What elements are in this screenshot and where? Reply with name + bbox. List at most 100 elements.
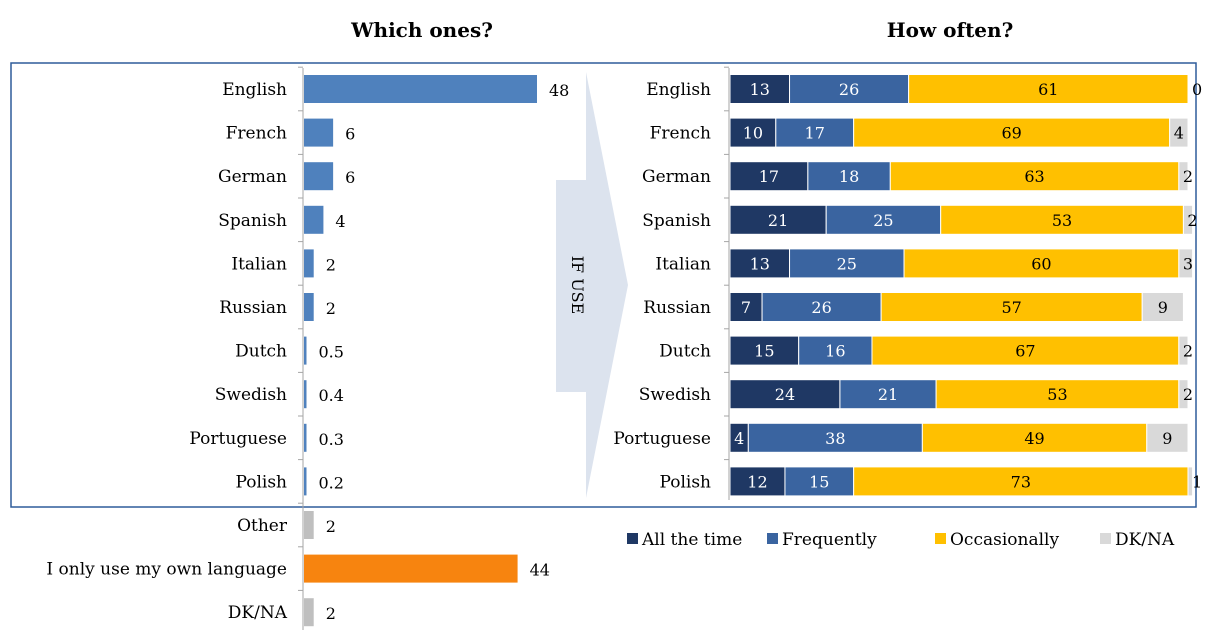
panel-frame	[10, 62, 1197, 508]
segment-label-english-all-the-time: 13	[750, 80, 770, 99]
category-label-swedish: Swedish	[215, 385, 287, 405]
value-label-dutch: 0.5	[319, 343, 344, 362]
segment-label-polish-frequently: 15	[809, 472, 829, 491]
value-label-spanish: 4	[335, 212, 345, 231]
category-label-dk-na: DK/NA	[228, 603, 288, 623]
segment-label-english-dk-na: 0	[1192, 80, 1202, 99]
segment-label-dutch-occasionally: 67	[1015, 342, 1035, 361]
segment-french-occasionally	[853, 117, 1171, 148]
segment-label-swedish-all-the-time: 24	[775, 385, 795, 404]
segment-label-spanish-frequently: 25	[873, 211, 893, 230]
segment-polish-all-the-time	[729, 466, 786, 497]
bar-spanish	[304, 205, 324, 234]
segment-label-italian-dk-na: 3	[1183, 254, 1193, 273]
bar-other	[304, 511, 314, 539]
segment-german-all-the-time	[729, 161, 809, 192]
category-label-polish: Polish	[235, 472, 287, 492]
category-label-other: Other	[237, 516, 288, 536]
segment-label-swedish-occasionally: 53	[1047, 385, 1067, 404]
bar-russian	[304, 293, 314, 321]
segment-label-german-occasionally: 63	[1024, 167, 1044, 186]
legend: All the time Frequently Occasionally DK/NA	[627, 530, 1175, 550]
legend-swatch-dk-na	[1100, 533, 1111, 544]
row-label-polish: Polish	[659, 472, 711, 492]
bar-i-only-use-my-own-language	[304, 554, 518, 583]
category-label-i-only-use-my-own-language: I only use my own language	[46, 560, 287, 580]
bar-german	[304, 162, 334, 191]
segment-label-portuguese-frequently: 38	[825, 429, 845, 448]
row-label-english: English	[646, 80, 711, 100]
legend-swatch-all-the-time	[627, 533, 638, 544]
value-label-russian: 2	[326, 299, 336, 318]
category-label-german: German	[218, 167, 287, 187]
left-chart-title: Which ones?	[350, 18, 493, 42]
row-label-portuguese: Portuguese	[613, 429, 711, 449]
segment-label-italian-all-the-time: 13	[750, 254, 770, 273]
segment-label-spanish-occasionally: 53	[1052, 211, 1072, 230]
segment-german-occasionally	[889, 161, 1180, 192]
segment-label-german-all-the-time: 17	[759, 167, 779, 186]
category-label-italian: Italian	[231, 254, 287, 274]
value-label-polish: 0.2	[319, 473, 344, 492]
value-label-swedish: 0.4	[319, 386, 344, 405]
segment-label-polish-all-the-time: 12	[747, 472, 767, 491]
row-label-german: German	[642, 167, 711, 187]
legend-label-frequently: Frequently	[782, 530, 877, 550]
legend-swatch-occasionally	[935, 533, 946, 544]
segment-label-dutch-frequently: 16	[825, 342, 845, 361]
value-label-italian: 2	[326, 255, 336, 274]
segment-swedish-frequently	[839, 379, 937, 410]
legend-label-all-the-time: All the time	[641, 530, 742, 550]
value-label-i-only-use-my-own-language: 44	[530, 561, 550, 580]
segment-portuguese-occasionally	[921, 422, 1148, 453]
legend-swatch-frequently	[767, 533, 778, 544]
segment-dutch-dk-na	[1178, 335, 1189, 366]
segment-label-italian-occasionally: 60	[1031, 254, 1051, 273]
segment-russian-all-the-time	[729, 292, 763, 322]
arrow-label: IF USE	[568, 256, 587, 315]
bar-italian	[304, 249, 314, 278]
category-label-english: English	[222, 80, 287, 100]
segment-label-russian-all-the-time: 7	[741, 298, 751, 317]
right-chart-title: How often?	[887, 18, 1014, 42]
segment-italian-occasionally	[903, 248, 1180, 279]
segment-label-english-occasionally: 61	[1038, 80, 1058, 99]
segment-italian-frequently	[789, 248, 905, 279]
segment-label-italian-frequently: 25	[837, 254, 857, 273]
segment-spanish-dk-na	[1182, 204, 1194, 235]
value-label-dk-na: 2	[326, 604, 336, 623]
value-label-english: 48	[549, 81, 569, 100]
legend-label-dk-na: DK/NA	[1115, 530, 1175, 550]
segment-label-german-dk-na: 2	[1183, 167, 1193, 186]
value-label-portuguese: 0.3	[319, 430, 344, 449]
segment-english-frequently	[789, 74, 910, 104]
row-label-dutch: Dutch	[659, 342, 711, 362]
if-use-arrow	[556, 72, 628, 498]
value-label-french: 6	[345, 125, 355, 144]
segment-label-polish-dk-na: 1	[1192, 472, 1202, 491]
segment-polish-dk-na	[1187, 466, 1194, 497]
segment-italian-dk-na	[1178, 248, 1194, 279]
row-label-italian: Italian	[655, 254, 711, 274]
segment-label-french-all-the-time: 10	[743, 124, 763, 143]
category-label-portuguese: Portuguese	[189, 429, 287, 449]
segment-french-frequently	[775, 117, 855, 148]
segment-label-swedish-frequently: 21	[878, 385, 898, 404]
segment-label-german-frequently: 18	[839, 167, 859, 186]
bar-portuguese	[304, 423, 307, 452]
segment-swedish-all-the-time	[729, 379, 841, 410]
segment-label-dutch-dk-na: 2	[1183, 342, 1193, 361]
segment-label-polish-occasionally: 73	[1011, 472, 1031, 491]
segment-english-occasionally	[908, 74, 1189, 104]
segment-label-spanish-dk-na: 2	[1187, 211, 1197, 230]
segment-label-portuguese-dk-na: 9	[1162, 429, 1172, 448]
row-label-swedish: Swedish	[639, 385, 711, 405]
segment-label-russian-occasionally: 57	[1001, 298, 1021, 317]
segment-portuguese-frequently	[747, 422, 923, 453]
segment-dutch-occasionally	[871, 335, 1180, 366]
segment-label-spanish-all-the-time: 21	[768, 211, 788, 230]
segment-label-dutch-all-the-time: 15	[754, 342, 774, 361]
bar-dk-na	[304, 598, 314, 627]
